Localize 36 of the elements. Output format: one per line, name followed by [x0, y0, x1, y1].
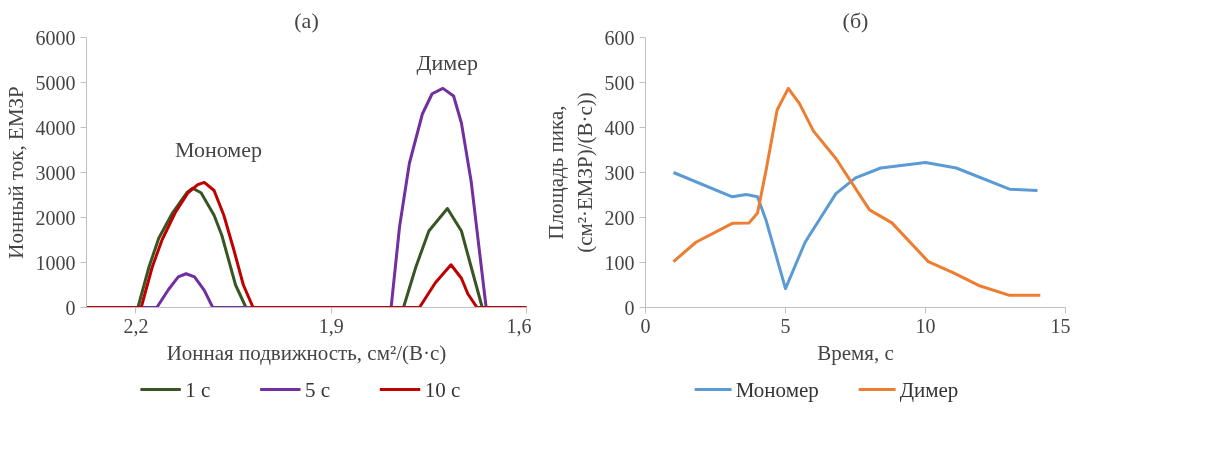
x-tick-label: 5 — [780, 314, 791, 337]
y-tick-label: 4000 — [35, 116, 76, 139]
y-tick-label: 500 — [604, 71, 635, 94]
x-tick-label: 2,2 — [123, 314, 149, 337]
chart-title: (а) — [294, 7, 319, 33]
y-tick-label: 5000 — [35, 71, 76, 94]
line-series — [672, 86, 1042, 297]
legend-label: 10 с — [424, 377, 461, 402]
y-tick-label: 1000 — [35, 251, 76, 274]
x-axis-title: Ионная подвижность, см²/(В·с) — [166, 340, 447, 365]
y-axis-title: Ионный ток, ЕМЗР — [3, 86, 28, 259]
x-tick-label: 10 — [915, 314, 936, 337]
x-tick-label: 15 — [1050, 314, 1071, 337]
annotation: Димер — [416, 50, 479, 76]
x-axis-title: Время, с — [817, 340, 894, 365]
y-tick-label: 600 — [604, 26, 635, 49]
legend-label: 5 с — [305, 377, 331, 402]
x-tick-label: 1,9 — [318, 314, 344, 337]
annotation: Мономер — [174, 136, 263, 162]
y-tick-label: 0 — [624, 296, 635, 319]
y-tick-label: 0 — [65, 296, 76, 319]
y-tick-label: 2000 — [35, 206, 76, 229]
line-series — [672, 161, 1039, 291]
legend-label: Димер — [899, 377, 959, 402]
y-tick-label: 400 — [604, 116, 635, 139]
y-axis-title: Площадь пика, (см²·ЕМЗР)/(В·с)) — [543, 92, 597, 253]
legend-label: 1 с — [185, 377, 211, 402]
legend-label: Мономер — [735, 377, 819, 402]
x-tick-label: 1,6 — [506, 314, 532, 337]
y-tick-label: 6000 — [35, 26, 76, 49]
chart-title: (б) — [842, 7, 869, 33]
y-tick-label: 300 — [604, 161, 635, 184]
y-tick-label: 100 — [604, 251, 635, 274]
y-tick-label: 3000 — [35, 161, 76, 184]
y-tick-label: 200 — [604, 206, 635, 229]
x-tick-label: 0 — [640, 314, 651, 337]
